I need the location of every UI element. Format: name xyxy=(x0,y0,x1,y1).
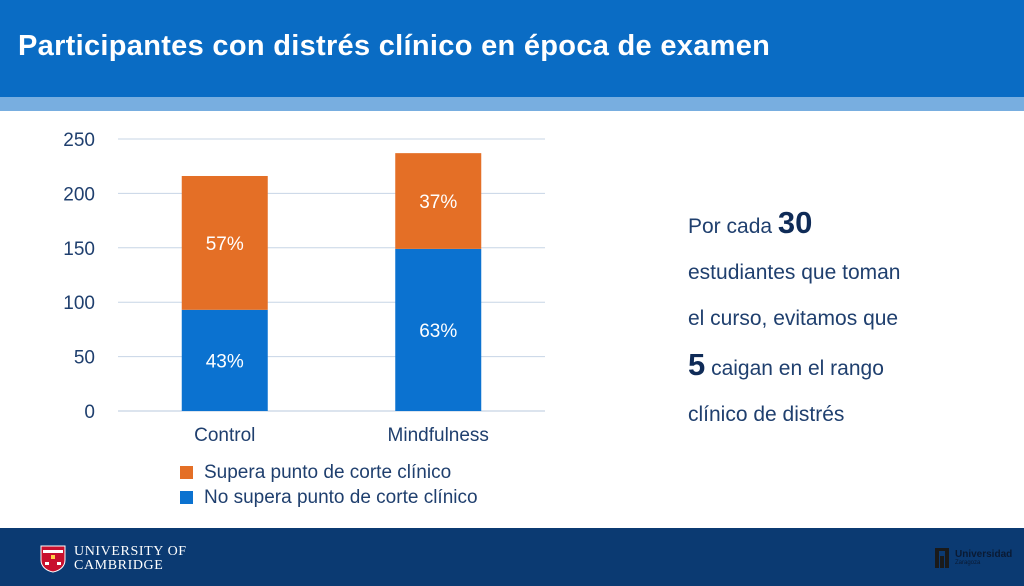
side-line-3: el curso, evitamos que xyxy=(688,307,899,330)
slide-title: Participantes con distrés clínico en épo… xyxy=(18,30,771,62)
legend-label: Supera punto de corte clínico xyxy=(204,462,451,483)
side-note: Por cada 30 estudiantes que toman el cur… xyxy=(688,200,1018,438)
cambridge-logo: UNIVERSITY OF CAMBRIDGE xyxy=(40,545,187,573)
y-tick-label: 0 xyxy=(84,402,95,423)
unizar-tower-icon xyxy=(935,548,949,568)
unizar-sub: Zaragoza xyxy=(955,560,981,566)
data-label: 57% xyxy=(206,234,244,255)
stacked-bar-chart: 0 50 100 150 200 250 43% 57% Control 63% 37% Mindfu… xyxy=(63,130,545,508)
x-tick-label: Mindfulness xyxy=(388,425,489,446)
y-tick-label: 200 xyxy=(63,184,95,205)
header-bar xyxy=(0,0,1024,97)
side-line-2: estudiantes que toman xyxy=(688,261,901,284)
y-tick-label: 150 xyxy=(63,239,95,260)
cambridge-line-1: UNIVERSITY OF xyxy=(74,544,187,559)
y-tick-label: 50 xyxy=(74,348,95,369)
bar-segment xyxy=(395,248,482,411)
side-line-4-text: caigan en el rango xyxy=(705,357,884,380)
footer-bar xyxy=(0,528,1024,586)
legend-swatch xyxy=(180,466,193,479)
data-label: 43% xyxy=(206,351,244,372)
unizar-wordmark: Universidad Zaragoza xyxy=(955,549,1012,567)
y-tick-label: 250 xyxy=(63,130,95,151)
legend-label: No supera punto de corte clínico xyxy=(204,487,478,508)
side-line-1: Por cada 30 xyxy=(688,200,1018,250)
bar-segment xyxy=(395,153,482,249)
side-line-1-text: Por cada xyxy=(688,215,778,238)
cambridge-line-2: CAMBRIDGE xyxy=(74,558,164,573)
bar-segment xyxy=(181,175,268,310)
side-line-5: clínico de distrés xyxy=(688,403,845,426)
cambridge-wordmark: UNIVERSITY OF CAMBRIDGE xyxy=(74,545,187,573)
y-tick-label: 100 xyxy=(63,293,95,314)
data-label: 63% xyxy=(419,321,457,342)
legend-swatch xyxy=(180,491,193,504)
x-tick-label: Control xyxy=(194,425,255,446)
side-number-30: 30 xyxy=(777,205,813,240)
data-label: 37% xyxy=(419,192,457,213)
header-stripe xyxy=(0,97,1024,111)
cambridge-crest-icon xyxy=(40,545,66,573)
unizar-name: Universidad xyxy=(955,549,1013,560)
unizar-logo: Universidad Zaragoza xyxy=(933,546,1012,570)
side-number-5: 5 xyxy=(688,347,706,382)
bar-segment xyxy=(181,309,268,411)
side-line-4: 5 caigan en el rango xyxy=(688,342,1018,392)
